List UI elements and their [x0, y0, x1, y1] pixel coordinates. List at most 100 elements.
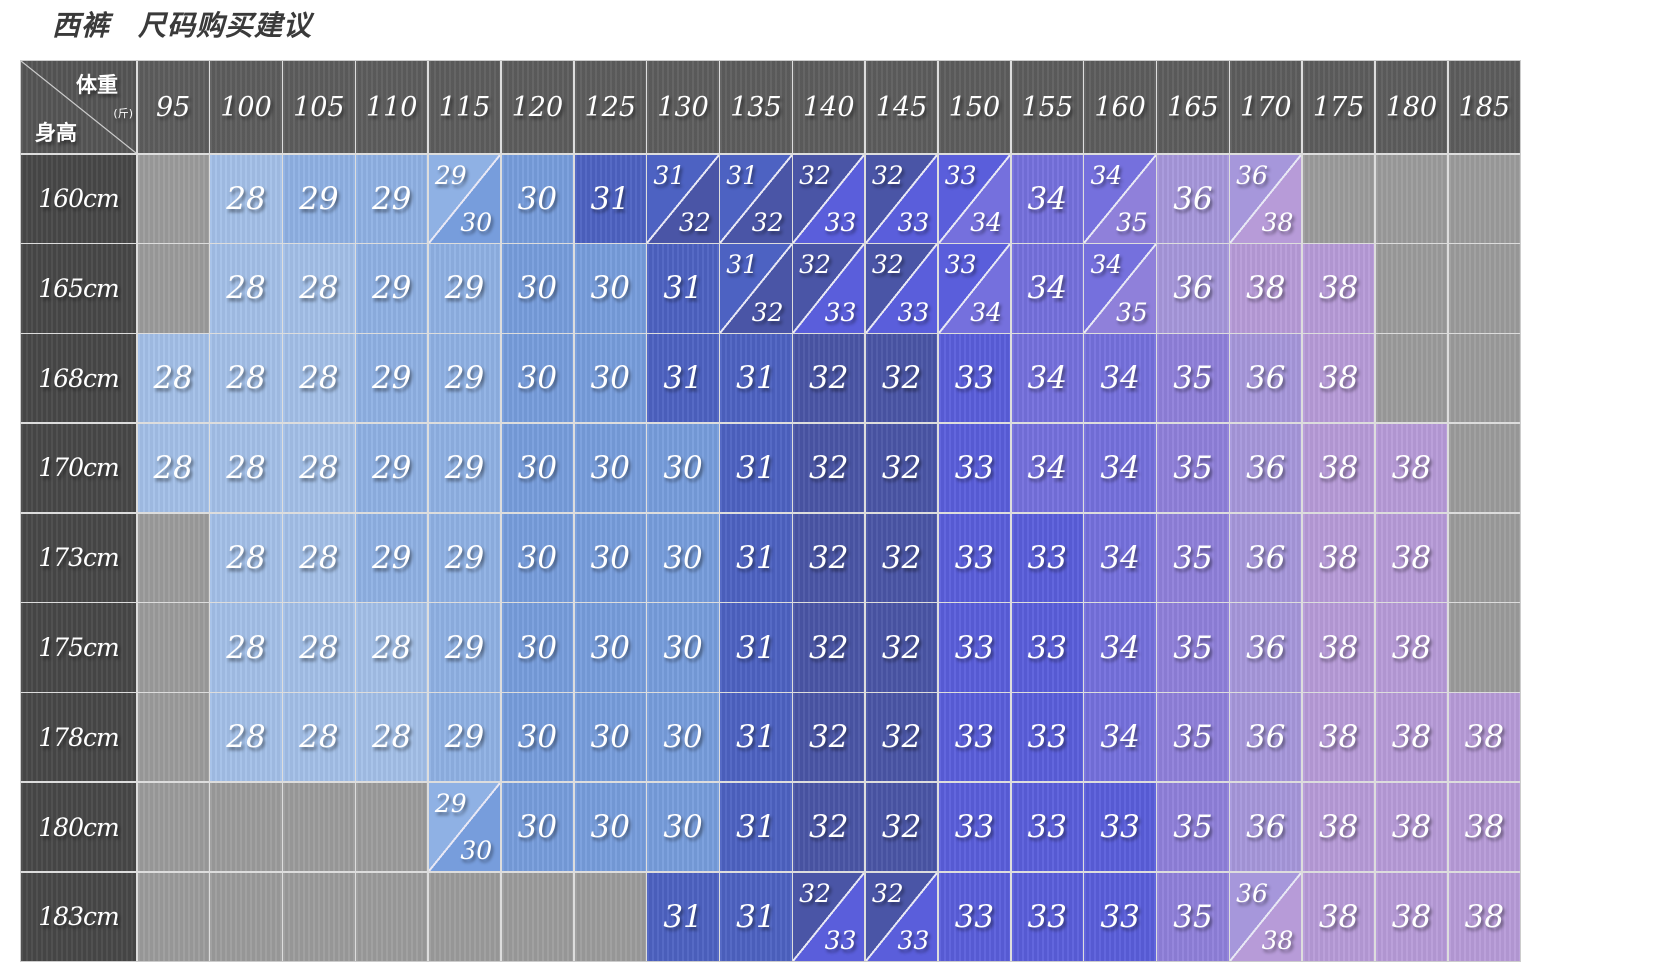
size-cell: 33: [938, 782, 1011, 872]
size-cell: 35: [1157, 693, 1229, 782]
empty-cell: [210, 782, 282, 872]
weight-header: 135: [720, 61, 792, 153]
empty-cell: [1448, 423, 1520, 513]
size-cell: 33: [938, 513, 1011, 602]
empty-cell: [1375, 154, 1448, 243]
height-label: 身高: [35, 121, 77, 145]
size-cell: 38: [1302, 423, 1375, 513]
size-option-smaller: 34: [1090, 160, 1123, 190]
size-cell: 30: [647, 513, 719, 602]
weight-header: 130: [647, 61, 719, 153]
size-cell: 28: [356, 603, 428, 692]
size-option-larger: 38: [1261, 207, 1294, 237]
weight-header: 115: [428, 61, 501, 153]
weight-header: 110: [356, 61, 428, 153]
size-cell: 28: [283, 513, 355, 602]
size-cell: 38: [1375, 513, 1448, 602]
size-option-larger: 32: [751, 297, 784, 327]
split-size-cell: 31 32: [720, 244, 792, 333]
size-cell: 28: [210, 603, 282, 692]
empty-cell: [1375, 244, 1448, 333]
split-size-cell: 36 38: [1230, 154, 1302, 243]
empty-cell: [1448, 154, 1520, 243]
size-cell: 33: [1011, 513, 1083, 602]
weight-header: 165: [1157, 61, 1229, 153]
size-option-larger: 33: [824, 926, 857, 955]
size-cell: 33: [938, 603, 1011, 692]
size-cell: 28: [356, 693, 428, 782]
size-option-larger: 32: [678, 207, 711, 237]
empty-cell: [356, 872, 428, 961]
weight-label: 体重: [76, 73, 118, 97]
size-option-larger: 32: [751, 207, 784, 237]
size-option-larger: 38: [1261, 926, 1294, 955]
empty-cell: [1302, 154, 1375, 243]
split-size-cell: 29 30: [428, 782, 501, 872]
height-header: 165cm: [21, 244, 136, 333]
weight-header: 180: [1375, 61, 1448, 153]
title-subtitle: 尺码购买建议: [138, 9, 313, 42]
size-cell: 38: [1302, 603, 1375, 692]
size-option-larger: 35: [1115, 297, 1148, 327]
size-cell: 32: [865, 423, 938, 513]
product-name: 西裤: [52, 9, 111, 42]
size-cell: 33: [1084, 872, 1156, 961]
size-cell: 38: [1302, 513, 1375, 602]
size-cell: 33: [938, 693, 1011, 782]
split-size-cell: 36 38: [1230, 872, 1302, 961]
size-cell: 31: [647, 872, 719, 961]
height-header: 173cm: [21, 513, 136, 602]
size-cell: 38: [1375, 782, 1448, 872]
size-cell: 34: [1011, 244, 1083, 333]
split-size-cell: 32 33: [793, 872, 865, 961]
size-cell: 29: [356, 244, 428, 333]
height-header: 180cm: [21, 782, 136, 872]
weight-header: 125: [574, 61, 646, 153]
size-cell: 36: [1230, 782, 1302, 872]
split-size-cell: 32 33: [793, 244, 865, 333]
weight-header: 185: [1448, 61, 1520, 153]
size-cell: 29: [428, 423, 501, 513]
size-cell: 38: [1302, 872, 1375, 961]
size-cell: 28: [283, 693, 355, 782]
size-option-smaller: 31: [653, 160, 686, 190]
size-option-smaller: 31: [726, 250, 759, 280]
size-cell: 32: [865, 334, 938, 423]
size-cell: 32: [865, 782, 938, 872]
size-cell: 34: [1084, 513, 1156, 602]
empty-cell: [283, 872, 355, 961]
size-option-smaller: 36: [1236, 160, 1268, 190]
size-cell: 33: [938, 423, 1011, 513]
size-option-smaller: 32: [871, 878, 904, 908]
size-cell: 38: [1302, 782, 1375, 872]
empty-cell: [1375, 334, 1448, 423]
weight-header: 160: [1084, 61, 1156, 153]
size-cell: 28: [210, 244, 282, 333]
size-cell: 30: [647, 423, 719, 513]
split-size-cell: 33 34: [938, 244, 1011, 333]
split-size-cell: 32 33: [865, 244, 938, 333]
size-cell: 33: [1011, 603, 1083, 692]
size-cell: 30: [501, 154, 574, 243]
size-cell: 28: [137, 423, 209, 513]
size-cell: 35: [1157, 334, 1229, 423]
split-size-cell: 34 35: [1084, 244, 1156, 333]
height-header: 175cm: [21, 603, 136, 692]
size-cell: 30: [501, 334, 574, 423]
size-cell: 34: [1011, 154, 1083, 243]
size-cell: 29: [428, 513, 501, 602]
size-cell: 29: [356, 513, 428, 602]
size-option-smaller: 32: [799, 250, 831, 280]
size-cell: 33: [938, 334, 1011, 423]
size-cell: 38: [1302, 244, 1375, 333]
size-option-smaller: 31: [726, 160, 759, 190]
size-cell: 33: [1011, 693, 1083, 782]
weight-header: 100: [210, 61, 282, 153]
size-cell: 33: [1084, 782, 1156, 872]
size-cell: 28: [283, 244, 355, 333]
empty-cell: [137, 782, 209, 872]
empty-cell: [501, 872, 574, 961]
weight-unit: (斤): [113, 107, 133, 120]
size-cell: 33: [938, 872, 1011, 961]
weight-header: 155: [1011, 61, 1083, 153]
